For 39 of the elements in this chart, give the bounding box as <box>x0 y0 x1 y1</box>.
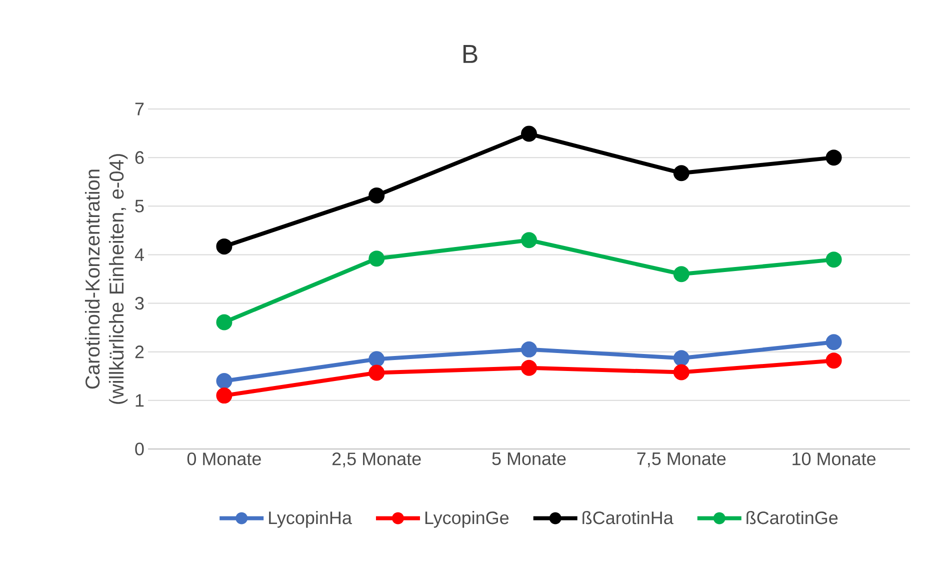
x-tick-label: 5 Monate <box>492 452 566 466</box>
point <box>521 126 538 142</box>
point <box>673 165 690 182</box>
x-tick-label: 7,5 Monate <box>637 452 726 468</box>
legend-label: LycopinHa <box>269 510 352 528</box>
y-tick-label: 1 <box>136 394 144 407</box>
y-tick-label: 3 <box>135 296 144 310</box>
x-tick-label: 2,5 Monate <box>332 452 421 468</box>
point <box>216 238 232 254</box>
point <box>216 388 232 404</box>
y-tick-label: 4 <box>134 248 144 261</box>
point <box>521 360 538 376</box>
legend-label: ßCarotinGe <box>746 510 838 524</box>
point <box>368 250 385 267</box>
y-tick-label: 0 <box>135 442 144 456</box>
y-tick-label: 7 <box>135 102 144 116</box>
x-tick-label: 10 Monate <box>792 452 876 466</box>
chart-title: B <box>463 45 478 63</box>
point <box>673 364 690 380</box>
point <box>521 341 538 358</box>
point <box>368 187 385 204</box>
point <box>826 150 842 166</box>
y-tick-label: 6 <box>135 151 144 164</box>
y-tick-label: 5 <box>135 200 144 212</box>
point <box>521 232 538 248</box>
y-tick-label: 2 <box>135 346 144 358</box>
y-axis-title: Carotinoid-Konzentration (willkürliche Einheiten, e-04) <box>84 154 128 404</box>
legend-label: ßCarotinHa <box>582 510 674 524</box>
point <box>216 314 232 330</box>
point <box>673 350 690 366</box>
point <box>826 352 842 369</box>
x-tick-label: 0 Monate <box>187 452 261 466</box>
point <box>368 364 385 381</box>
point <box>673 266 690 282</box>
point <box>216 372 232 389</box>
point <box>826 252 842 268</box>
legend-label: LycopinGe <box>425 510 509 528</box>
point <box>826 334 842 350</box>
point <box>368 351 385 368</box>
